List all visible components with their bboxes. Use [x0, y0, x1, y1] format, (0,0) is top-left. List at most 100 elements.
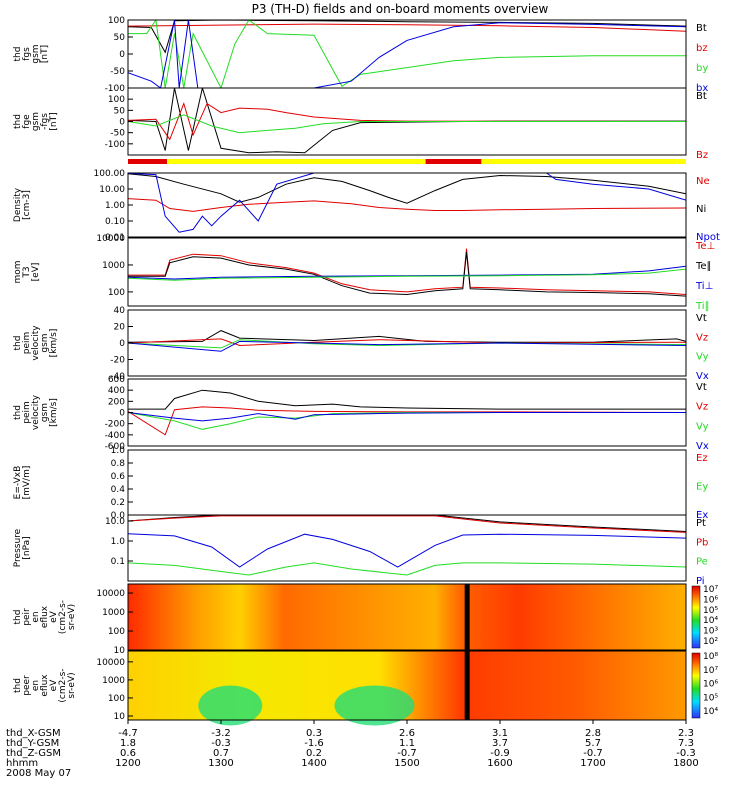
legend-entry: Te∥: [695, 261, 712, 272]
status-bar-segment: [167, 159, 426, 164]
ephemeris-value: 2.6: [399, 728, 415, 739]
data-gap: [464, 584, 470, 650]
ephemeris-value: 1800: [673, 758, 698, 769]
series-line-by: [128, 20, 686, 88]
y-tick-label: 100: [108, 694, 125, 704]
series-line-Te⊥: [128, 248, 686, 295]
ephemeris-value: 0.3: [306, 728, 322, 739]
y-tick-label: 40: [114, 306, 126, 316]
legend-entry: Vy: [696, 352, 709, 363]
y-tick-label: 10000: [96, 658, 125, 668]
ephemeris-value: -0.7: [397, 748, 417, 759]
panel-frame: [127, 19, 687, 89]
y-axis-label: thd: [13, 336, 23, 351]
y-tick-label: -400: [105, 431, 126, 441]
y-tick-label: -20: [110, 356, 125, 366]
ephemeris-value: 2.3: [678, 728, 694, 739]
y-tick-label: 100: [108, 288, 125, 298]
ephemeris-value: 2.8: [585, 728, 601, 739]
legend-entry: Pi: [696, 576, 705, 587]
ephemeris-row-label: hhmm: [6, 758, 38, 769]
series-line-Ti∥: [128, 268, 686, 281]
y-tick-label: 1.0: [111, 537, 126, 547]
series-line-Vy: [128, 412, 686, 430]
ephemeris-value: 0.7: [213, 748, 229, 759]
ephemeris-value: 1400: [301, 758, 326, 769]
ephemeris-value: 5.7: [585, 738, 601, 749]
legend-entry: bx: [696, 83, 708, 94]
y-axis-label: eV: [49, 679, 59, 692]
y-axis-label: [km/s]: [49, 329, 59, 358]
y-axis-label: thd: [13, 114, 23, 129]
y-tick-label: -100: [105, 140, 126, 150]
y-axis-label: gsm: [31, 112, 41, 131]
y-axis-label: Density: [13, 187, 23, 222]
series-line-Vt: [128, 389, 686, 410]
colorbar: [691, 585, 701, 649]
y-tick-label: 1000: [102, 608, 125, 618]
colorbar-tick-label: 10⁶: [703, 595, 718, 605]
y-tick-label: -600: [105, 442, 126, 452]
legend-entry: Bt: [696, 91, 707, 102]
y-tick-label: 0.01: [105, 233, 125, 243]
legend-entry: Ey: [696, 482, 708, 493]
series-line-Bt: [128, 88, 686, 154]
y-axis-label: sr-eV): [67, 672, 77, 698]
y-tick-label: 100: [108, 627, 125, 637]
y-tick-label: 200: [108, 397, 125, 407]
legend-entry: Te⊥: [695, 241, 715, 252]
series-line-Vz: [128, 406, 686, 436]
legend-entry: Vz: [696, 402, 708, 413]
ephemeris-value: 1.8: [120, 738, 136, 749]
ephemeris-value: -0.9: [490, 748, 510, 759]
y-tick-label: 50: [114, 33, 126, 43]
y-tick-label: -50: [110, 67, 125, 77]
panel-density: 100.00 10.00 1.00 0.10 0.01 Density [cm-3] Ne Ni…: [13, 169, 720, 243]
colorbar-tick-label: 10²: [703, 637, 718, 647]
y-axis-label: en: [31, 680, 41, 691]
y-tick-label: 100: [108, 16, 125, 26]
y-axis-label: T3: [22, 266, 32, 278]
y-axis-label: eV: [49, 610, 59, 623]
date-label: 2008 May 07: [6, 768, 71, 779]
y-axis-label: peer: [22, 675, 32, 696]
ephemeris-row-label: thd_Y-GSM: [6, 738, 59, 749]
y-axis-label: fge: [22, 114, 32, 129]
ephemeris-value: -0.3: [211, 738, 231, 749]
legend-entry: Ne: [696, 176, 710, 187]
colorbar-tick-label: 10⁴: [703, 616, 718, 626]
y-axis-label: peim: [22, 332, 32, 355]
colorbar-tick-label: 10⁷: [703, 666, 718, 676]
colorbar: [691, 652, 701, 719]
y-axis-label: (cm2-s-: [58, 600, 68, 634]
panel-temperature: 10000 1000 100 mom T3 [eV] Te⊥ Te∥ Ti⊥ Ti∥: [13, 234, 715, 312]
y-tick-label: 50: [114, 106, 126, 116]
y-tick-label: 0: [119, 50, 125, 60]
legend-entry: Vx: [696, 371, 709, 382]
ephemeris-value: 1700: [580, 758, 605, 769]
y-tick-label: 600: [108, 375, 125, 385]
legend-entry: Ex: [696, 510, 708, 521]
legend-entry: Vy: [696, 421, 709, 432]
y-axis-label: [eV]: [31, 263, 41, 282]
ephemeris-row-label: thd_X-GSM: [6, 728, 61, 739]
colorbar-tick-label: 10³: [703, 627, 718, 637]
legend-entry: by: [696, 63, 708, 74]
legend-entry: Pe: [696, 557, 708, 568]
y-axis-label: [mV/m]: [22, 466, 32, 500]
spectrogram-blob: [334, 685, 415, 726]
series-line-by: [128, 114, 686, 134]
y-axis-label: [nPa]: [22, 536, 32, 559]
ephemeris-value: -3.2: [211, 728, 231, 739]
legend-entry: Vz: [696, 332, 708, 343]
y-axis-label: fgs: [22, 47, 32, 61]
panel-electron-spectrogram: 10⁸ 10⁷ 10⁶ 10⁵ 10⁴ 10000 1000 100 10 thd peer en ef…: [13, 650, 718, 726]
series-line-Vt: [128, 330, 686, 343]
spectrogram-blob: [198, 685, 263, 726]
series-line-Pt: [128, 515, 686, 532]
spectrogram-field: [128, 584, 686, 650]
y-tick-label: 1000: [102, 261, 125, 271]
y-axis-label: [km/s]: [49, 398, 59, 427]
panel-efield: 1.0 0.8 0.6 0.4 0.2 0.0 E=-VxB [mV/m] Ez Ey Ex: [13, 446, 708, 521]
y-tick-label: 10000: [96, 589, 125, 599]
